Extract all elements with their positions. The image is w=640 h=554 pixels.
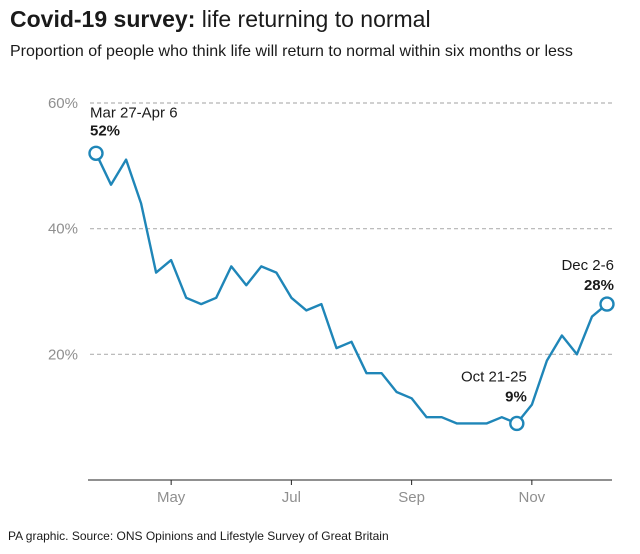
gridlines: 60% 40% 20% [48, 95, 612, 363]
chart-subtitle: Proportion of people who think life will… [10, 43, 573, 60]
x-axis-ticks: May Jul Sep Nov [157, 480, 546, 506]
y-tick-label: 20% [48, 346, 78, 363]
x-tick-label: May [157, 489, 186, 506]
annotation-date: Dec 2-6 [561, 257, 614, 274]
y-tick-label: 40% [48, 221, 78, 238]
annotation-value: 52% [90, 122, 120, 139]
chart-title-bold: Covid-19 survey: [10, 6, 196, 32]
x-tick-label: Sep [398, 489, 425, 506]
annotation-value: 28% [584, 277, 614, 294]
annotation-date: Mar 27-Apr 6 [90, 104, 178, 121]
series [94, 152, 609, 425]
annotation-marker [88, 145, 104, 161]
x-tick-label: Jul [282, 489, 301, 506]
annotation-marker [599, 296, 615, 312]
annotation-value: 9% [505, 388, 527, 405]
annotation-marker [509, 415, 525, 432]
source-note: PA graphic. Source: ONS Opinions and Lif… [8, 529, 389, 543]
x-tick-label: Nov [519, 489, 546, 506]
annotations: Mar 27-Apr 652% Oct 21-25 9% Dec 2-6 28% [88, 104, 615, 432]
series-line [94, 152, 609, 425]
annotation-date: Oct 21-25 [461, 368, 527, 385]
chart-title: Covid-19 survey: life returning to norma… [10, 6, 431, 33]
y-tick-label: 60% [48, 95, 78, 112]
chart-title-rest: life returning to normal [195, 6, 431, 32]
